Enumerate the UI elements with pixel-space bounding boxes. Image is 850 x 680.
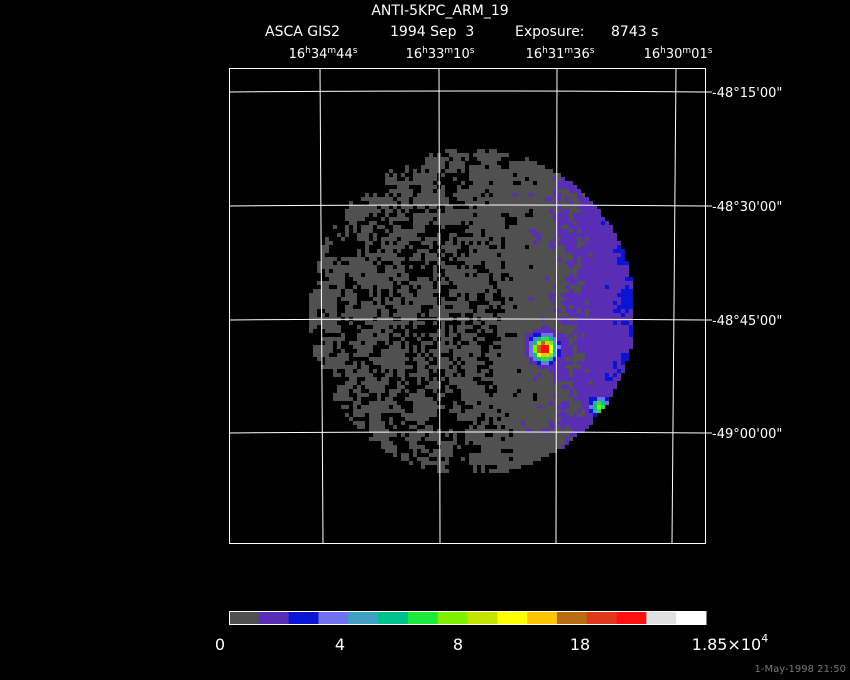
colorbar-label-part: 18	[570, 635, 590, 654]
dec-label: -48°45'00"	[712, 314, 782, 329]
colorbar-segment	[616, 611, 647, 625]
ra-label-part: 16	[644, 47, 661, 62]
ra-label-part: h	[542, 46, 548, 56]
ra-label-part: m	[444, 46, 453, 56]
colorbar-label: 1.85×104	[692, 632, 768, 654]
ra-label-part: 16	[289, 47, 306, 62]
ra-label-part: s	[590, 46, 595, 56]
colorbar-segment	[646, 611, 677, 625]
ra-label-part: 30	[666, 47, 683, 62]
colorbar-segment	[348, 611, 379, 625]
dec-label: -48°30'00"	[712, 200, 782, 215]
ra-label-part: 34	[311, 47, 328, 62]
colorbar-segment	[258, 611, 290, 625]
ra-label: 16h30m01s	[644, 46, 713, 62]
colorbar-label-part: 8	[453, 635, 463, 654]
colorbar-segment	[676, 611, 707, 625]
colorbar-label-part: 0	[215, 635, 225, 654]
colorbar-label-part: 1.85×10	[692, 635, 761, 654]
colorbar-segment	[318, 611, 349, 625]
axis-labels: 16h34m44s 16h33m10s 16h31m36s 16h30m01s-48°…	[289, 46, 783, 442]
ra-label-part: s	[708, 46, 713, 56]
colorbar-frame	[229, 611, 706, 625]
colorbar-segment	[288, 611, 319, 625]
colorbar-label: 0	[215, 635, 225, 654]
exposure-label: Exposure:	[515, 24, 585, 40]
image-frame	[229, 68, 706, 544]
image-pixels	[309, 149, 537, 473]
colorbar-label: 18	[570, 635, 590, 654]
image-pixels	[309, 149, 593, 473]
dec-grid-line	[228, 204, 706, 207]
instrument: ASCA GIS2	[265, 24, 340, 40]
coordinate-grid	[228, 67, 712, 544]
colorbar-segment	[556, 611, 588, 625]
ra-label-part: m	[682, 46, 691, 56]
ra-label-part: 36	[573, 47, 590, 62]
dec-grid-line	[228, 431, 706, 434]
image-pixels	[537, 341, 541, 345]
image-pixels	[541, 345, 549, 353]
ra-grid-line	[319, 67, 324, 544]
dec-label: -49°00'00"	[712, 427, 782, 442]
date: 1994 Sep 3	[390, 24, 474, 40]
ra-grid-line	[671, 67, 677, 544]
colorbar-segment	[437, 611, 468, 625]
timestamp: 1-May-1998 21:50	[754, 664, 846, 675]
colorbar-segment	[229, 611, 260, 625]
ra-label-part: s	[470, 46, 475, 56]
colorbar-segment	[497, 611, 528, 625]
ra-label-part: h	[305, 46, 311, 56]
ra-label: 16h33m10s	[406, 46, 475, 62]
colorbar: 0 4 8 18 1.85×104	[215, 611, 768, 654]
dec-tick	[705, 91, 712, 434]
dec-grid-line	[228, 90, 706, 93]
sky-image	[309, 149, 633, 473]
ra-label-part: h	[660, 46, 666, 56]
dec-label: -48°15'00"	[712, 86, 782, 101]
colorbar-label-part: 4	[335, 635, 345, 654]
ra-label-part: m	[564, 46, 573, 56]
ra-label-part: m	[327, 46, 336, 56]
colorbar-segment	[407, 611, 439, 625]
ra-label-part: 31	[548, 47, 565, 62]
exposure: 8743 s	[611, 24, 658, 40]
colorbar-segment	[378, 611, 409, 625]
ra-label: 16h34m44s	[289, 46, 358, 62]
colorbar-segment	[586, 611, 618, 625]
ra-label-part: 16	[526, 47, 543, 62]
colorbar-label-part: 4	[761, 632, 768, 645]
ra-grid-line	[555, 67, 558, 544]
ra-label-part: 01	[691, 47, 708, 62]
colorbar-segment	[467, 611, 498, 625]
ra-label-part: 16	[406, 47, 423, 62]
colorbar-label: 4	[335, 635, 345, 654]
ra-label-part: 44	[336, 47, 353, 62]
ra-label-part: 10	[453, 47, 470, 62]
dec-grid-line	[228, 318, 706, 321]
colorbar-label: 8	[453, 635, 463, 654]
ra-label-part: 33	[428, 47, 445, 62]
image-pixels	[513, 177, 633, 449]
ra-label-part: h	[422, 46, 428, 56]
ra-label-part: s	[353, 46, 358, 56]
ra-grid-line	[438, 67, 441, 544]
ra-label: 16h31m36s	[526, 46, 595, 62]
title: ANTI-5KPC_ARM_19	[371, 3, 508, 19]
colorbar-segment	[527, 611, 558, 625]
